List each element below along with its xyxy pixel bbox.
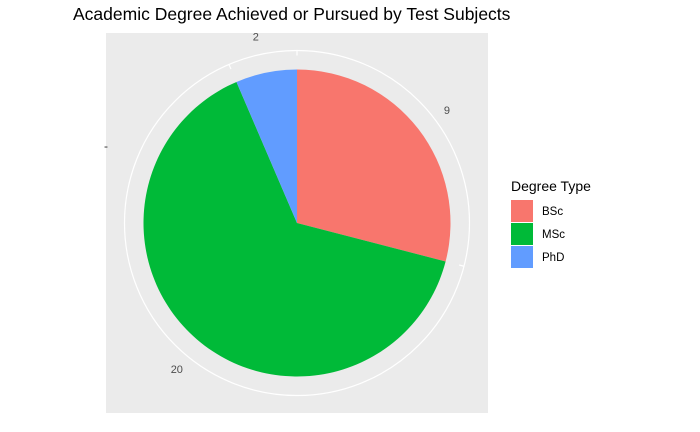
tick-labels: 2 9 20 — [171, 31, 450, 376]
slices — [143, 69, 451, 377]
tick-label: 2 — [253, 31, 259, 43]
chart-title: Academic Degree Achieved or Pursued by T… — [73, 4, 511, 24]
tick-label: 9 — [444, 105, 450, 117]
tick-marks — [228, 50, 465, 267]
legend-key-msc — [511, 223, 533, 245]
legend-label-bsc: BSc — [542, 206, 563, 218]
legend-label-phd: PhD — [542, 252, 564, 264]
pie-slice-phd — [236, 69, 297, 223]
tick-mark — [228, 64, 232, 70]
tick-mark — [459, 264, 465, 267]
legend-key-phd — [511, 246, 533, 268]
pie-slice-msc — [143, 81, 446, 377]
y-axis-tick: - — [104, 139, 108, 153]
legend-label-msc: MSc — [542, 229, 565, 241]
pie-slice-bsc — [297, 69, 451, 262]
tick-label: 20 — [171, 364, 183, 376]
legend-key-bsc — [511, 200, 533, 222]
legend-title: Degree Type — [511, 178, 591, 194]
legend: Degree Type BSc MSc PhD — [511, 178, 591, 268]
